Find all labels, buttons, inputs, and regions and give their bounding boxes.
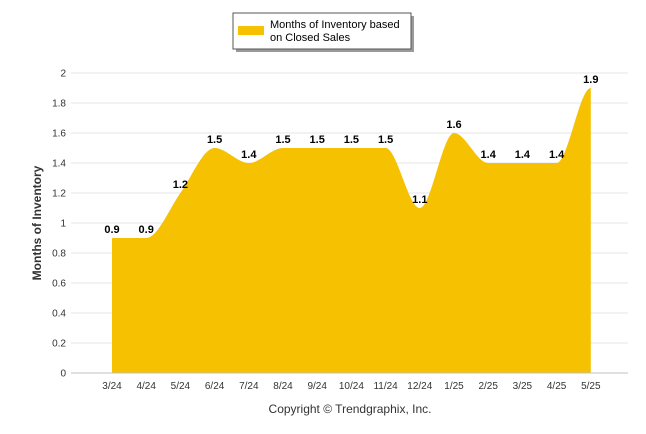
data-label: 1.4 — [549, 149, 565, 161]
x-tick-label: 2/25 — [478, 381, 498, 392]
legend-swatch — [238, 26, 264, 35]
data-labels: 0.9 0.9 1.2 1.5 1.4 1.5 1.5 1.5 1.5 1.1 1.6 1.4 1.4 1… — [104, 74, 598, 236]
y-axis-title: Months of Inventory — [30, 165, 44, 280]
data-label: 1.5 — [378, 134, 393, 146]
y-tick-label: 1.2 — [52, 189, 66, 200]
plot-area: 0 0.2 0.4 0.6 0.8 1 1.2 1.4 1.6 1.8 2 3/24 4/24 5/24… — [52, 69, 628, 392]
legend-line2: on Closed Sales — [270, 32, 351, 44]
y-tick-label: 0.8 — [52, 249, 66, 260]
x-tick-label: 12/24 — [407, 381, 432, 392]
x-tick-label: 8/24 — [273, 381, 293, 392]
y-tick-label: 0 — [60, 369, 66, 380]
copyright-footer: Copyright © Trendgraphix, Inc. — [269, 402, 432, 416]
x-tick-label: 4/25 — [547, 381, 567, 392]
y-tick-labels: 0 0.2 0.4 0.6 0.8 1 1.2 1.4 1.6 1.8 2 — [52, 69, 66, 380]
x-tick-label: 3/25 — [513, 381, 533, 392]
data-label: 1.1 — [412, 194, 427, 206]
data-label: 1.2 — [173, 179, 188, 191]
y-tick-label: 1.6 — [52, 129, 66, 140]
x-tick-label: 11/24 — [373, 381, 398, 392]
data-label: 1.6 — [446, 119, 461, 131]
data-label: 1.5 — [275, 134, 290, 146]
data-label: 1.4 — [515, 149, 531, 161]
area-series — [112, 88, 591, 373]
data-label: 1.4 — [481, 149, 497, 161]
legend-line1: Months of Inventory based — [270, 19, 400, 31]
y-tick-label: 1 — [60, 219, 66, 230]
x-tick-label: 6/24 — [205, 381, 225, 392]
x-tick-label: 4/24 — [136, 381, 156, 392]
y-tick-label: 1.4 — [52, 159, 66, 170]
x-tick-label: 10/24 — [339, 381, 364, 392]
x-tick-label: 1/25 — [444, 381, 464, 392]
data-label: 0.9 — [104, 224, 119, 236]
x-tick-label: 3/24 — [102, 381, 122, 392]
y-tick-label: 0.2 — [52, 339, 66, 350]
x-tick-label: 5/24 — [171, 381, 191, 392]
y-tick-label: 0.4 — [52, 309, 66, 320]
data-label: 0.9 — [139, 224, 154, 236]
data-label: 1.9 — [583, 74, 598, 86]
x-tick-label: 7/24 — [239, 381, 259, 392]
x-tick-label: 5/25 — [581, 381, 601, 392]
data-label: 1.5 — [310, 134, 325, 146]
data-label: 1.5 — [344, 134, 359, 146]
y-tick-label: 0.6 — [52, 279, 66, 290]
data-label: 1.5 — [207, 134, 222, 146]
y-tick-label: 2 — [60, 69, 66, 80]
legend: Months of Inventory based on Closed Sale… — [232, 12, 414, 52]
data-label: 1.4 — [241, 149, 257, 161]
x-tick-labels: 3/24 4/24 5/24 6/24 7/24 8/24 9/24 10/24 11/24 12… — [102, 381, 601, 392]
y-tick-label: 1.8 — [52, 99, 66, 110]
x-tick-label: 9/24 — [307, 381, 327, 392]
